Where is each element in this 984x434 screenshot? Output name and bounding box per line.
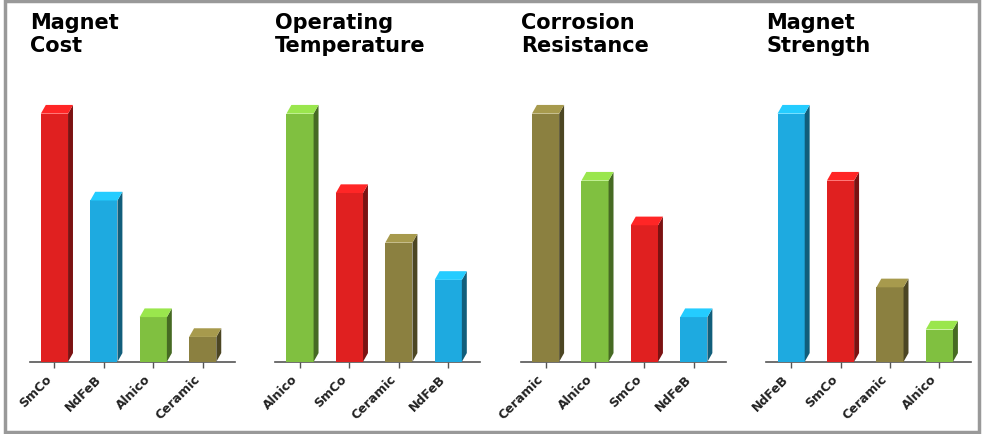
- Polygon shape: [582, 181, 608, 362]
- Polygon shape: [608, 173, 613, 362]
- Polygon shape: [363, 185, 368, 362]
- Polygon shape: [140, 317, 167, 362]
- Polygon shape: [827, 181, 854, 362]
- Polygon shape: [117, 192, 122, 362]
- Polygon shape: [435, 280, 461, 362]
- Polygon shape: [412, 234, 417, 362]
- Polygon shape: [777, 115, 805, 362]
- Text: Magnet
Cost: Magnet Cost: [30, 13, 118, 56]
- Polygon shape: [559, 106, 564, 362]
- Polygon shape: [216, 329, 221, 362]
- Polygon shape: [827, 173, 859, 181]
- Polygon shape: [167, 309, 172, 362]
- Polygon shape: [336, 194, 363, 362]
- Polygon shape: [631, 226, 658, 362]
- Polygon shape: [386, 243, 412, 362]
- Polygon shape: [68, 106, 73, 362]
- Polygon shape: [314, 106, 319, 362]
- Polygon shape: [461, 272, 466, 362]
- Polygon shape: [926, 321, 957, 330]
- Text: Operating
Temperature: Operating Temperature: [276, 13, 426, 56]
- Polygon shape: [189, 337, 216, 362]
- Polygon shape: [926, 330, 953, 362]
- Polygon shape: [680, 309, 712, 317]
- Text: Magnet
Strength: Magnet Strength: [767, 13, 871, 56]
- Polygon shape: [805, 106, 810, 362]
- Polygon shape: [707, 309, 712, 362]
- Polygon shape: [286, 115, 314, 362]
- Polygon shape: [386, 234, 417, 243]
- Polygon shape: [777, 106, 810, 115]
- Polygon shape: [41, 115, 68, 362]
- Polygon shape: [286, 106, 319, 115]
- Polygon shape: [582, 173, 613, 181]
- Polygon shape: [91, 201, 117, 362]
- Polygon shape: [658, 217, 663, 362]
- Polygon shape: [41, 106, 73, 115]
- Polygon shape: [435, 272, 466, 280]
- Text: Corrosion
Resistance: Corrosion Resistance: [521, 13, 648, 56]
- Polygon shape: [877, 288, 903, 362]
- Polygon shape: [680, 317, 707, 362]
- Polygon shape: [631, 217, 663, 226]
- Polygon shape: [532, 106, 564, 115]
- Polygon shape: [189, 329, 221, 337]
- Polygon shape: [953, 321, 957, 362]
- Polygon shape: [140, 309, 172, 317]
- Polygon shape: [336, 185, 368, 194]
- Polygon shape: [854, 173, 859, 362]
- Polygon shape: [877, 279, 908, 288]
- Polygon shape: [91, 192, 122, 201]
- Polygon shape: [532, 115, 559, 362]
- Polygon shape: [903, 279, 908, 362]
